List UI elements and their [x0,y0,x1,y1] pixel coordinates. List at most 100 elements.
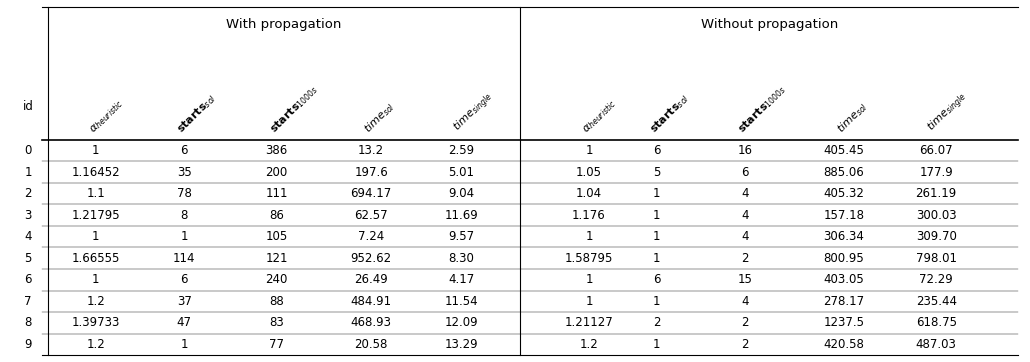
Text: 77: 77 [269,338,284,351]
Text: 2: 2 [742,338,749,351]
Text: 9.57: 9.57 [448,230,475,243]
Text: $\mathbf{starts}_{1000s}$: $\mathbf{starts}_{1000s}$ [735,82,789,136]
Text: 1: 1 [180,230,188,243]
Text: 405.32: 405.32 [823,187,864,200]
Text: 1.05: 1.05 [576,165,602,178]
Text: 62.57: 62.57 [354,209,388,222]
Text: 487.03: 487.03 [916,338,957,351]
Text: 1.21795: 1.21795 [71,209,121,222]
Text: 8: 8 [25,316,32,329]
Text: 121: 121 [266,252,288,265]
Text: 261.19: 261.19 [916,187,957,200]
Text: 885.06: 885.06 [823,165,864,178]
Text: 1: 1 [653,187,660,200]
Text: 4: 4 [742,230,749,243]
Text: 111: 111 [266,187,288,200]
Text: With propagation: With propagation [227,18,342,31]
Text: 1: 1 [92,144,100,157]
Text: 13.29: 13.29 [445,338,478,351]
Text: 1.66555: 1.66555 [72,252,121,265]
Text: 5.01: 5.01 [449,165,475,178]
Text: 1: 1 [653,252,660,265]
Text: 7.24: 7.24 [358,230,384,243]
Text: 1.04: 1.04 [576,187,602,200]
Text: 2: 2 [742,252,749,265]
Text: 618.75: 618.75 [916,316,957,329]
Text: 3: 3 [25,209,32,222]
Text: 1: 1 [25,165,32,178]
Text: 5: 5 [25,252,32,265]
Text: 309.70: 309.70 [916,230,957,243]
Text: 15: 15 [737,273,753,286]
Text: 12.09: 12.09 [445,316,478,329]
Text: 6: 6 [180,144,188,157]
Text: 1: 1 [653,230,660,243]
Text: 6: 6 [180,273,188,286]
Text: 1.58795: 1.58795 [564,252,613,265]
Text: 4.17: 4.17 [448,273,475,286]
Text: $\mathit{time}_{sol}$: $\mathit{time}_{sol}$ [362,100,399,136]
Text: 13.2: 13.2 [358,144,384,157]
Text: 9.04: 9.04 [448,187,475,200]
Text: 72.29: 72.29 [920,273,953,286]
Text: id: id [23,100,34,113]
Text: 114: 114 [173,252,196,265]
Text: 1: 1 [653,338,660,351]
Text: 88: 88 [269,295,284,308]
Text: $\alpha_{heuristic}$: $\alpha_{heuristic}$ [88,97,126,136]
Text: 86: 86 [269,209,284,222]
Text: 694.17: 694.17 [350,187,391,200]
Text: 484.91: 484.91 [350,295,391,308]
Text: 1: 1 [585,144,592,157]
Text: 197.6: 197.6 [354,165,388,178]
Text: $\mathbf{starts}_{1000s}$: $\mathbf{starts}_{1000s}$ [267,82,321,136]
Text: $\mathbf{starts}_{sol}$: $\mathbf{starts}_{sol}$ [174,91,219,136]
Text: Without propagation: Without propagation [700,18,837,31]
Text: 800.95: 800.95 [823,252,864,265]
Text: $\mathit{time}_{sol}$: $\mathit{time}_{sol}$ [834,100,870,136]
Text: 8: 8 [180,209,187,222]
Text: 66.07: 66.07 [920,144,953,157]
Text: 1: 1 [92,230,100,243]
Text: 1.2: 1.2 [87,295,105,308]
Text: 4: 4 [25,230,32,243]
Text: 20.58: 20.58 [354,338,388,351]
Text: 2: 2 [742,316,749,329]
Text: 6: 6 [653,144,660,157]
Text: 1.1: 1.1 [87,187,105,200]
Text: 1.2: 1.2 [580,338,598,351]
Text: 405.45: 405.45 [823,144,864,157]
Text: 157.18: 157.18 [823,209,864,222]
Text: 2: 2 [25,187,32,200]
Text: 468.93: 468.93 [350,316,391,329]
Text: 306.34: 306.34 [823,230,864,243]
Text: 4: 4 [742,295,749,308]
Text: 177.9: 177.9 [920,165,953,178]
Text: 1: 1 [653,209,660,222]
Text: 9: 9 [25,338,32,351]
Text: 2: 2 [653,316,660,329]
Text: 1.16452: 1.16452 [71,165,121,178]
Text: 105: 105 [266,230,287,243]
Text: 6: 6 [25,273,32,286]
Text: $\mathit{time}_{single}$: $\mathit{time}_{single}$ [925,89,971,136]
Text: 278.17: 278.17 [823,295,864,308]
Text: 16: 16 [737,144,753,157]
Text: 1: 1 [180,338,188,351]
Text: 403.05: 403.05 [823,273,864,286]
Text: 1.176: 1.176 [572,209,606,222]
Text: 240: 240 [266,273,287,286]
Text: 1: 1 [585,273,592,286]
Text: 6: 6 [742,165,749,178]
Text: 1: 1 [653,295,660,308]
Text: $\alpha_{heuristic}$: $\alpha_{heuristic}$ [581,97,619,136]
Text: $\mathbf{starts}_{sol}$: $\mathbf{starts}_{sol}$ [647,91,692,136]
Text: 11.69: 11.69 [445,209,479,222]
Text: 420.58: 420.58 [823,338,864,351]
Text: 11.54: 11.54 [445,295,478,308]
Text: 1.2: 1.2 [87,338,105,351]
Text: 7: 7 [25,295,32,308]
Text: 0: 0 [25,144,32,157]
Text: 1: 1 [585,295,592,308]
Text: 235.44: 235.44 [916,295,957,308]
